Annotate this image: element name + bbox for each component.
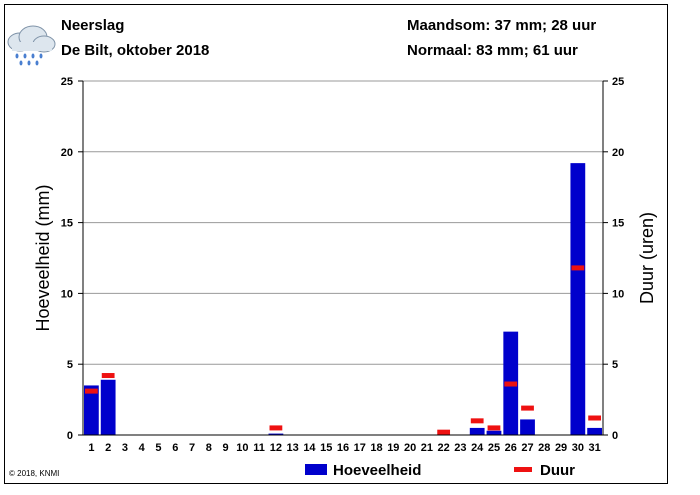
bar-hoeveelheid — [84, 385, 99, 435]
bar-hoeveelheid — [100, 379, 116, 435]
marker-duur — [521, 405, 534, 411]
marker-duur — [85, 388, 98, 394]
x-tick-label: 25 — [488, 442, 500, 454]
marker-duur — [437, 429, 451, 435]
legend-label-duur: Duur — [540, 462, 575, 479]
bar-hoeveelheid — [570, 163, 586, 436]
marker-duur — [571, 265, 585, 271]
x-tick-label: 10 — [236, 442, 248, 454]
x-tick-label: 23 — [454, 442, 466, 454]
y2-tick-label: 0 — [612, 430, 618, 442]
x-tick-labels: 1 2 3 4 5 6 7 8 9 10 11 12 13 14 15 16 17 18 19 20 21 22 23 24 2… — [88, 442, 600, 454]
y-tick-labels: 0 0 5 5 10 10 15 15 20 20 25 25 — [61, 76, 625, 442]
x-tick-label: 15 — [320, 442, 332, 454]
y-axis-title: Hoeveelheid (mm) — [33, 184, 53, 331]
y2-tick-label: 5 — [612, 359, 618, 371]
x-tick-label: 14 — [303, 442, 316, 454]
y-tick-label: 15 — [61, 218, 73, 230]
x-tick-label: 11 — [253, 442, 265, 454]
x-tick-label: 6 — [172, 442, 178, 454]
marker-duur — [588, 415, 601, 421]
marker-duur — [470, 418, 484, 424]
x-tick-label: 30 — [572, 442, 584, 454]
x-tick-label: 3 — [122, 442, 128, 454]
copyright: © 2018, KNMI — [9, 469, 60, 478]
x-tick-label: 26 — [505, 442, 517, 454]
x-tick-label: 29 — [555, 442, 567, 454]
marker-duur — [269, 425, 283, 431]
y-tick-label: 5 — [67, 359, 73, 371]
marker-duur — [504, 381, 518, 387]
bar-series-hoeveelheid — [84, 163, 602, 436]
x-tick-label: 8 — [206, 442, 212, 454]
legend-swatch-duur — [514, 467, 532, 472]
x-tick-label: 5 — [155, 442, 161, 454]
y2-axis-title: Duur (uren) — [637, 212, 657, 304]
chart-title: Neerslag — [61, 17, 125, 34]
x-tick-label: 21 — [421, 442, 433, 454]
x-tick-label: 19 — [387, 442, 399, 454]
x-tick-label: 24 — [471, 442, 484, 454]
y2-tick-label: 25 — [612, 76, 624, 88]
x-tick-label: 28 — [538, 442, 550, 454]
marker-series-duur — [85, 265, 601, 435]
rain-cloud-icon — [7, 25, 56, 66]
chart-subtitle: De Bilt, oktober 2018 — [61, 42, 210, 59]
y-tick-label: 25 — [61, 76, 73, 88]
gridlines — [83, 80, 603, 365]
bar-hoeveelheid — [268, 433, 284, 435]
x-tick-label: 2 — [105, 442, 111, 454]
marker-duur — [101, 373, 115, 379]
y-tick-label: 20 — [61, 147, 73, 159]
bar-hoeveelheid — [587, 427, 602, 435]
month-total: Maandsom: 37 mm; 28 uur — [407, 17, 597, 34]
x-tick-label: 27 — [521, 442, 533, 454]
x-tick-label: 4 — [139, 442, 146, 454]
y-tick-label: 0 — [67, 430, 73, 442]
bar-hoeveelheid — [469, 427, 485, 435]
bar-hoeveelheid — [486, 430, 502, 435]
x-tick-label: 18 — [370, 442, 382, 454]
bar-hoeveelheid — [520, 419, 535, 435]
y2-tick-label: 10 — [612, 288, 624, 300]
x-tick-label: 12 — [270, 442, 282, 454]
marker-duur — [487, 425, 501, 431]
y2-tick-label: 20 — [612, 147, 624, 159]
normal-value: Normaal: 83 mm; 61 uur — [407, 42, 578, 59]
x-tick-label: 22 — [438, 442, 450, 454]
y2-tick-label: 15 — [612, 218, 624, 230]
x-tick-label: 31 — [588, 442, 600, 454]
legend-label-hoeveelheid: Hoeveelheid — [333, 462, 421, 479]
y-tick-label: 10 — [61, 288, 73, 300]
x-tick-label: 9 — [223, 442, 229, 454]
x-tick-label: 16 — [337, 442, 349, 454]
legend-swatch-hoeveelheid — [305, 464, 327, 475]
x-tick-label: 20 — [404, 442, 416, 454]
x-tick-label: 1 — [88, 442, 94, 454]
x-tick-label: 17 — [354, 442, 366, 454]
x-tick-label: 13 — [287, 442, 299, 454]
axes — [78, 80, 608, 436]
x-tick-label: 7 — [189, 442, 195, 454]
